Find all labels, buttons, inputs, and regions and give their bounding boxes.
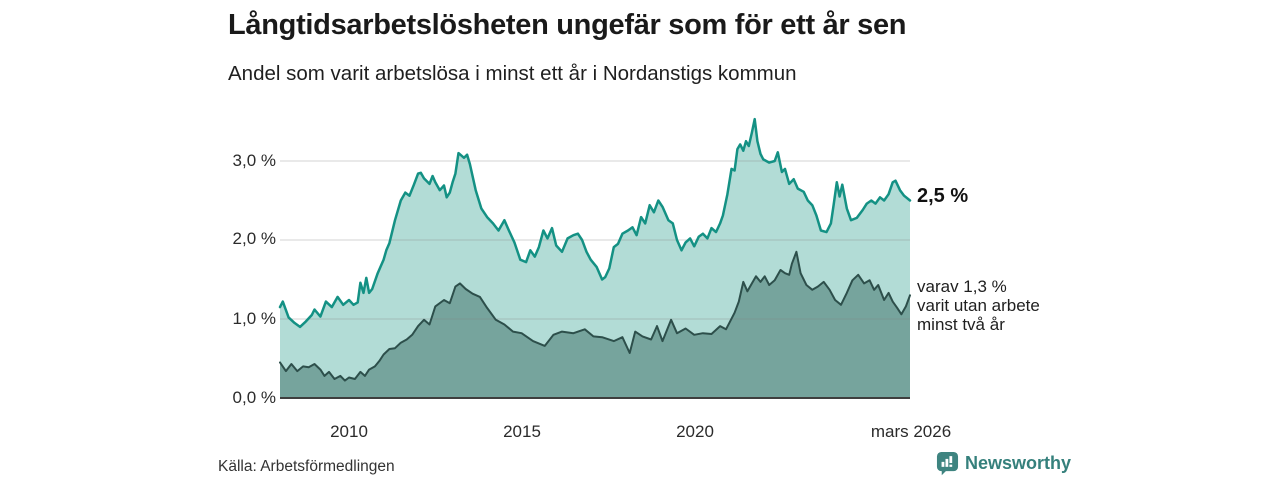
y-axis-tick-1: 1,0 % (232, 309, 276, 328)
x-axis-tick-2020: 2020 (676, 422, 714, 441)
series-area-1 (280, 251, 910, 398)
newsworthy-wordmark: Newsworthy (965, 453, 1072, 473)
latest-value-label-total: 2,5 % (917, 185, 969, 207)
newsworthy-logo-icon (936, 452, 959, 476)
y-axis-tick-3: 3,0 % (232, 151, 276, 170)
series-line-1 (279, 250, 911, 382)
x-axis-tick-mars-2026: mars 2026 (870, 422, 952, 441)
page-title: Långtidsarbetslösheten ungefär som för e… (228, 9, 907, 41)
newsworthy-logo: Newsworthy (936, 451, 1071, 476)
y-axis-tick-2: 2,0 % (232, 229, 276, 248)
two-years-annotation-line-1: varav 1,3 % (917, 277, 1007, 296)
page-subtitle: Andel som varit arbetslösa i minst ett å… (228, 62, 797, 85)
source-note: Källa: Arbetsförmedlingen (218, 458, 395, 475)
latest-value-label-two-years: varav 1,3 % varit utan arbete minst två … (917, 277, 1040, 334)
two-years-annotation-line-3: minst två år (917, 315, 1005, 334)
two-years-annotation-line-2: varit utan arbete (917, 296, 1040, 315)
series-line-0 (278, 117, 912, 329)
y-axis-tick-0: 0,0 % (232, 388, 276, 407)
x-axis-tick-2015: 2015 (503, 422, 541, 441)
x-axis-tick-2010: 2010 (330, 422, 368, 441)
